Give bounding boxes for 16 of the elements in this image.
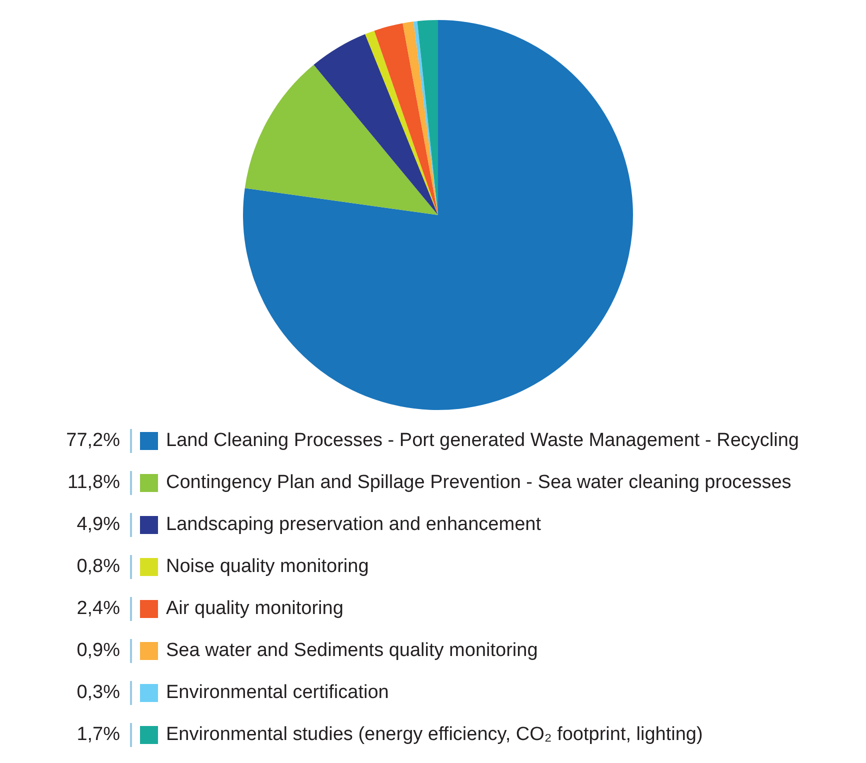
data-label: 0,9% bbox=[76, 640, 120, 662]
data-label: 0,3% bbox=[76, 682, 120, 704]
data-label: 4,9% bbox=[76, 514, 120, 536]
data-label: 11,8% bbox=[66, 472, 120, 494]
legend-label: Contingency Plan and Spillage Prevention - Sea water cleaning processes bbox=[166, 472, 792, 494]
legend-label: Noise quality monitoring bbox=[166, 556, 369, 578]
data-label: 2,4% bbox=[76, 598, 120, 620]
legend-label: Air quality monitoring bbox=[166, 598, 344, 620]
data-label: 0,8% bbox=[76, 556, 120, 578]
data-label: 1,7% bbox=[76, 724, 120, 746]
legend-label: Sea water and Sediments quality monitoring bbox=[166, 640, 538, 662]
legend-label: Environmental certification bbox=[166, 682, 389, 704]
data-label: 77,2% bbox=[65, 430, 120, 452]
legend-label: Environmental studies (energy efficiency, CO₂ footprint, lighting) bbox=[166, 724, 703, 746]
legend-label: Landscaping preservation and enhancement bbox=[166, 514, 541, 536]
legend-label: Land Cleaning Processes - Port generated Waste Management - Recycling bbox=[166, 430, 799, 452]
